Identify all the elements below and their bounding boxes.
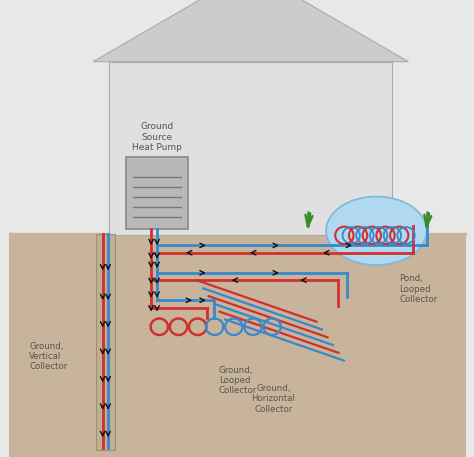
Text: Pond,
Looped
Collector: Pond, Looped Collector — [399, 274, 438, 304]
Text: Ground
Source
Heat Pump: Ground Source Heat Pump — [132, 122, 182, 152]
Text: Ground,
Horizontal
Collector: Ground, Horizontal Collector — [252, 384, 295, 414]
Bar — [96, 234, 115, 450]
Ellipse shape — [326, 197, 427, 265]
Bar — [9, 0, 465, 235]
Bar — [9, 233, 465, 457]
Text: Ground,
Vertical
Collector: Ground, Vertical Collector — [29, 341, 67, 372]
Polygon shape — [93, 0, 409, 62]
Bar — [109, 62, 392, 235]
FancyBboxPatch shape — [127, 157, 188, 229]
Text: Ground,
Looped
Collector: Ground, Looped Collector — [219, 366, 257, 395]
